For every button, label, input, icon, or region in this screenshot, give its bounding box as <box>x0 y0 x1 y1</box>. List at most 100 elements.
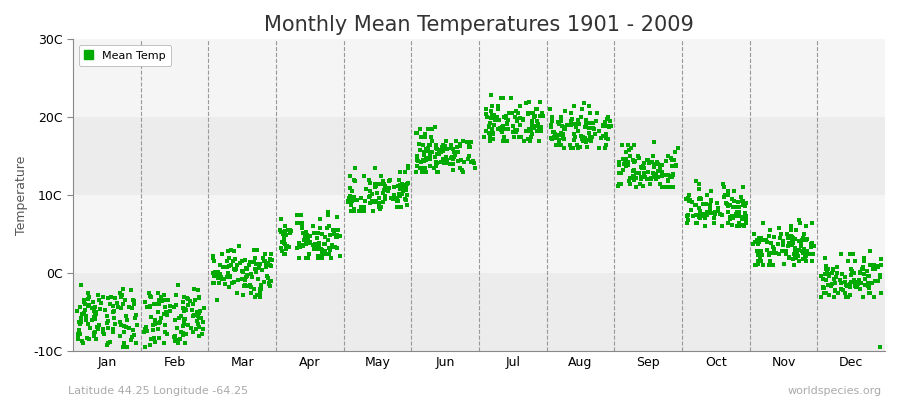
Point <box>623 153 637 160</box>
Point <box>582 110 597 116</box>
Point <box>636 163 651 170</box>
Point <box>627 176 642 183</box>
Point <box>375 190 390 196</box>
Point <box>237 283 251 290</box>
Point <box>681 192 696 198</box>
Point <box>731 199 745 206</box>
Point <box>532 138 546 144</box>
Point <box>596 123 610 129</box>
Point <box>644 175 659 181</box>
Point <box>496 123 510 129</box>
Point <box>255 267 269 273</box>
Point <box>208 268 222 275</box>
Point <box>732 204 746 210</box>
Point <box>328 234 343 240</box>
Point <box>409 130 423 136</box>
Point <box>734 198 749 204</box>
Point <box>140 328 154 334</box>
Point <box>847 258 861 265</box>
Point <box>422 156 436 162</box>
Point <box>655 184 670 191</box>
Point <box>496 94 510 101</box>
Point <box>374 180 388 187</box>
Point <box>633 180 647 187</box>
Point <box>77 300 92 307</box>
Point <box>194 308 208 314</box>
Point <box>491 126 505 132</box>
Point <box>324 243 338 249</box>
Point <box>815 284 830 290</box>
Point <box>375 178 390 184</box>
Point <box>157 292 171 298</box>
Point <box>105 303 120 309</box>
Point <box>276 238 291 244</box>
Point <box>318 250 332 257</box>
Point <box>239 272 254 279</box>
Point <box>732 212 746 219</box>
Point <box>557 124 572 130</box>
Point <box>308 241 322 248</box>
Point <box>486 131 500 138</box>
Point <box>786 235 800 241</box>
Point <box>691 214 706 220</box>
Point <box>669 162 683 169</box>
Point <box>173 336 187 342</box>
Point <box>622 147 636 153</box>
Point <box>418 155 433 162</box>
Point <box>497 134 511 140</box>
Point <box>840 282 854 289</box>
Point <box>416 141 430 148</box>
Point <box>384 194 399 201</box>
Point <box>598 133 613 139</box>
Point <box>451 158 465 164</box>
Point <box>166 334 181 340</box>
Point <box>158 304 172 311</box>
Point <box>557 126 572 132</box>
Point <box>647 164 662 170</box>
Point <box>354 194 368 201</box>
Point <box>363 193 377 199</box>
Point <box>647 139 662 146</box>
Point <box>692 186 706 192</box>
Point <box>395 180 410 187</box>
Point <box>522 127 536 134</box>
Point <box>600 114 615 120</box>
Point <box>370 190 384 196</box>
Point <box>815 285 830 291</box>
Point <box>702 206 716 212</box>
Point <box>487 122 501 128</box>
Point <box>324 242 338 248</box>
Point <box>295 225 310 231</box>
Point <box>215 250 230 257</box>
Point <box>390 204 404 210</box>
Point <box>857 258 871 265</box>
Point <box>174 329 188 336</box>
Point <box>842 293 856 300</box>
Point <box>220 270 235 276</box>
Point <box>333 253 347 259</box>
Point <box>249 292 264 298</box>
Point <box>189 318 203 324</box>
Point <box>519 127 534 134</box>
Point <box>553 120 567 127</box>
Point <box>486 130 500 136</box>
Point <box>569 121 583 128</box>
Point <box>791 217 806 223</box>
Point <box>680 195 695 202</box>
Point <box>462 153 476 160</box>
Point <box>500 126 515 132</box>
Point <box>659 184 673 191</box>
Point <box>594 134 608 141</box>
Point <box>491 106 505 113</box>
Point <box>343 172 357 179</box>
Point <box>150 309 165 315</box>
Point <box>590 110 605 116</box>
Point <box>680 217 695 223</box>
Point <box>115 292 130 298</box>
Point <box>751 252 765 258</box>
Point <box>150 300 165 307</box>
Point <box>88 316 103 322</box>
Point <box>688 178 703 184</box>
Point <box>851 281 866 287</box>
Point <box>374 172 389 179</box>
